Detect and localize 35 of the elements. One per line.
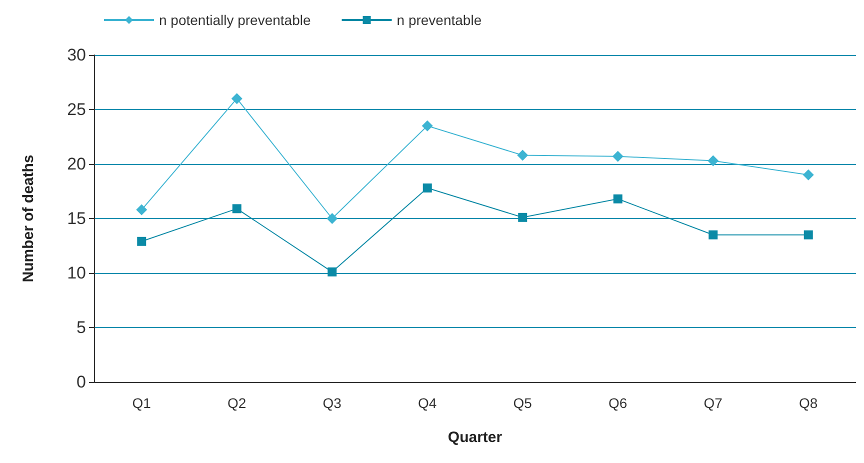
point	[328, 267, 337, 276]
x-tick-label: Q5	[513, 395, 532, 411]
x-tick-label: Q7	[704, 395, 723, 411]
x-axis-title: Quarter	[448, 429, 502, 446]
point	[802, 169, 814, 180]
y-tick-label: 15	[67, 209, 86, 228]
point	[612, 150, 624, 162]
y-axis-title: Number of deaths	[20, 154, 37, 282]
y-tick-label: 0	[76, 372, 86, 392]
x-tick-label: Q8	[799, 395, 818, 411]
y-tick-label: 20	[67, 154, 86, 174]
legend-label: n preventable	[396, 12, 482, 28]
x-tick-label: Q4	[418, 395, 437, 411]
point	[136, 204, 148, 216]
y-tick-label: 5	[76, 318, 86, 337]
point	[137, 236, 146, 246]
y-tick-label: 25	[67, 100, 86, 119]
x-tick-label: Q6	[608, 395, 628, 411]
point	[232, 204, 242, 214]
point	[326, 213, 338, 224]
point	[422, 183, 432, 192]
y-tick-label: 10	[67, 264, 86, 282]
point	[518, 212, 528, 222]
point	[517, 150, 528, 161]
point	[231, 93, 242, 104]
point	[804, 230, 813, 240]
point	[708, 155, 719, 166]
point	[708, 230, 718, 240]
legend-label: n potentially preventable	[159, 12, 311, 28]
point	[422, 120, 433, 132]
y-tick-label: 30	[67, 46, 86, 64]
x-tick-label: Q1	[132, 395, 152, 411]
point	[613, 194, 622, 204]
x-tick-label: Q2	[228, 395, 246, 411]
x-tick-label: Q3	[322, 395, 342, 411]
